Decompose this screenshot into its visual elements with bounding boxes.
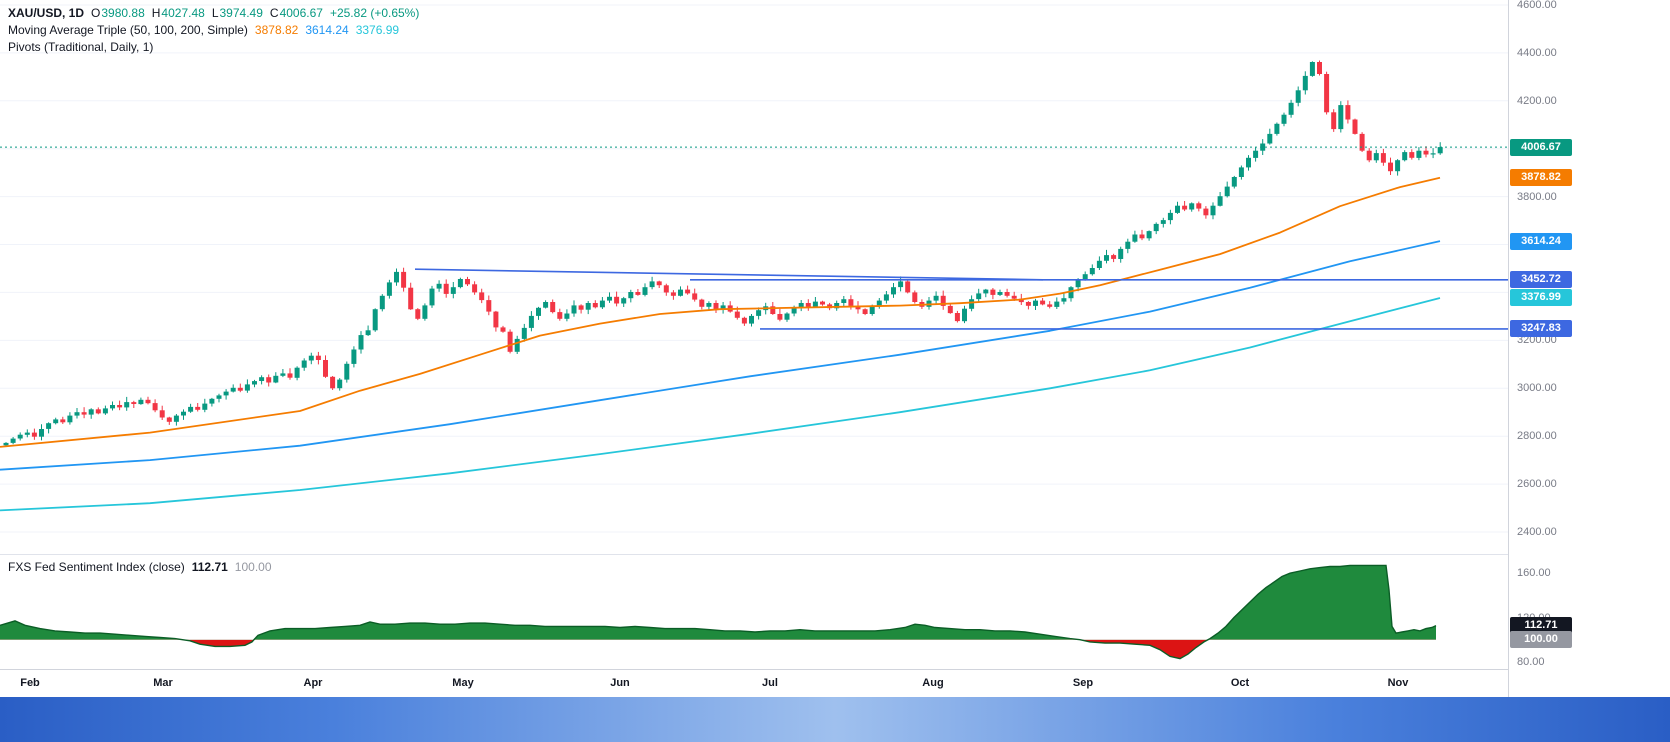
- price-tick-label: 2800.00: [1517, 430, 1557, 442]
- ma50-value: 3878.82: [254, 23, 299, 37]
- ma-line: [0, 297, 1441, 512]
- ma-indicator-title[interactable]: Moving Average Triple (50, 100, 200, Sim…: [8, 23, 248, 37]
- sentiment-baseline-value: 100.00: [234, 560, 272, 574]
- trendline: [414, 268, 1044, 281]
- main-price-chart[interactable]: [0, 0, 1508, 554]
- legend-symbol-row[interactable]: XAU/USD, 1D O 3980.88 H 4027.48 L 3974.49 C…: [8, 5, 419, 22]
- price-badge: 3376.99: [1510, 289, 1572, 306]
- legend-pivots-row[interactable]: Pivots (Traditional, Daily, 1): [8, 39, 419, 56]
- candles: [3, 60, 1443, 446]
- month-label: Sep: [1072, 677, 1094, 689]
- sentiment-value: 112.71: [191, 560, 228, 574]
- low-label: L: [211, 6, 219, 20]
- price-tick-label: 3800.00: [1517, 191, 1557, 203]
- pane-separator[interactable]: [0, 554, 1670, 555]
- time-axis[interactable]: Feb Mar Apr May Jun Jul Aug Sep Oct Nov: [0, 669, 1670, 698]
- ma-line: [0, 240, 1441, 471]
- ohlc-high: H 4027.48: [152, 5, 205, 22]
- price-badge: 4006.67: [1510, 139, 1572, 156]
- legend-ma-row[interactable]: Moving Average Triple (50, 100, 200, Sim…: [8, 22, 419, 39]
- subchart-legend: FXS Fed Sentiment Index (close) 112.71 1…: [8, 559, 272, 576]
- sub-tick-label: 160.00: [1517, 567, 1551, 579]
- price-axis[interactable]: 4600.00 4400.00 4200.00 3800.00 3200.00 3000.…: [1508, 0, 1670, 697]
- ohlc-open: O 3980.88: [91, 5, 145, 22]
- month-label: Apr: [303, 677, 323, 689]
- price-tick-label: 3200.00: [1517, 334, 1557, 346]
- ma100-value: 3614.24: [305, 23, 349, 37]
- sub-badge: 100.00: [1510, 631, 1572, 648]
- low-value: 3974.49: [219, 6, 263, 20]
- price-tick-label: 4200.00: [1517, 95, 1557, 107]
- month-label: Oct: [1230, 677, 1250, 689]
- legend-sentiment-row[interactable]: FXS Fed Sentiment Index (close) 112.71 1…: [8, 559, 272, 576]
- high-value: 4027.48: [161, 6, 205, 20]
- month-label: Nov: [1387, 677, 1409, 689]
- sub-tick-label: 80.00: [1517, 656, 1545, 668]
- bottom-bar: [0, 697, 1670, 742]
- ma-line: [0, 176, 1441, 448]
- month-label: May: [452, 677, 474, 689]
- month-label: Feb: [20, 677, 40, 689]
- sentiment-indicator-title[interactable]: FXS Fed Sentiment Index (close): [8, 560, 185, 574]
- symbol-title[interactable]: XAU/USD, 1D: [8, 6, 85, 20]
- price-tick-label: 4400.00: [1517, 47, 1557, 59]
- open-label: O: [91, 6, 101, 20]
- sentiment-area-negative: [0, 639, 1436, 659]
- open-value: 3980.88: [101, 6, 145, 20]
- sentiment-line: [0, 564, 1437, 660]
- sub-badge: 112.71: [1510, 617, 1572, 634]
- chart-legend: XAU/USD, 1D O 3980.88 H 4027.48 L 3974.49 C…: [8, 5, 419, 56]
- price-badge: 3452.72: [1510, 271, 1572, 288]
- high-label: H: [151, 6, 161, 20]
- ohlc-close: C 4006.67: [270, 5, 323, 22]
- month-label: Jun: [610, 677, 630, 689]
- close-value: 4006.67: [279, 6, 323, 20]
- change-value: +25.82 (+0.65%): [329, 6, 420, 20]
- ma200-value: 3376.99: [355, 23, 400, 37]
- price-badge: 3878.82: [1510, 169, 1572, 186]
- month-label: Jul: [762, 677, 778, 689]
- price-tick-label: 2400.00: [1517, 526, 1557, 538]
- price-tick-label: 4600.00: [1517, 0, 1557, 11]
- price-badge: 3614.24: [1510, 233, 1572, 250]
- price-tick-label: 3000.00: [1517, 382, 1557, 394]
- price-badge: 3247.83: [1510, 320, 1572, 337]
- month-label: Aug: [922, 677, 944, 689]
- grid-lines: [0, 4, 1508, 533]
- month-label: Mar: [153, 677, 173, 689]
- close-label: C: [269, 6, 279, 20]
- ohlc-low: L 3974.49: [212, 5, 263, 22]
- price-tick-label: 2600.00: [1517, 478, 1557, 490]
- pivots-indicator-title[interactable]: Pivots (Traditional, Daily, 1): [8, 40, 154, 54]
- sentiment-subchart[interactable]: [0, 555, 1508, 669]
